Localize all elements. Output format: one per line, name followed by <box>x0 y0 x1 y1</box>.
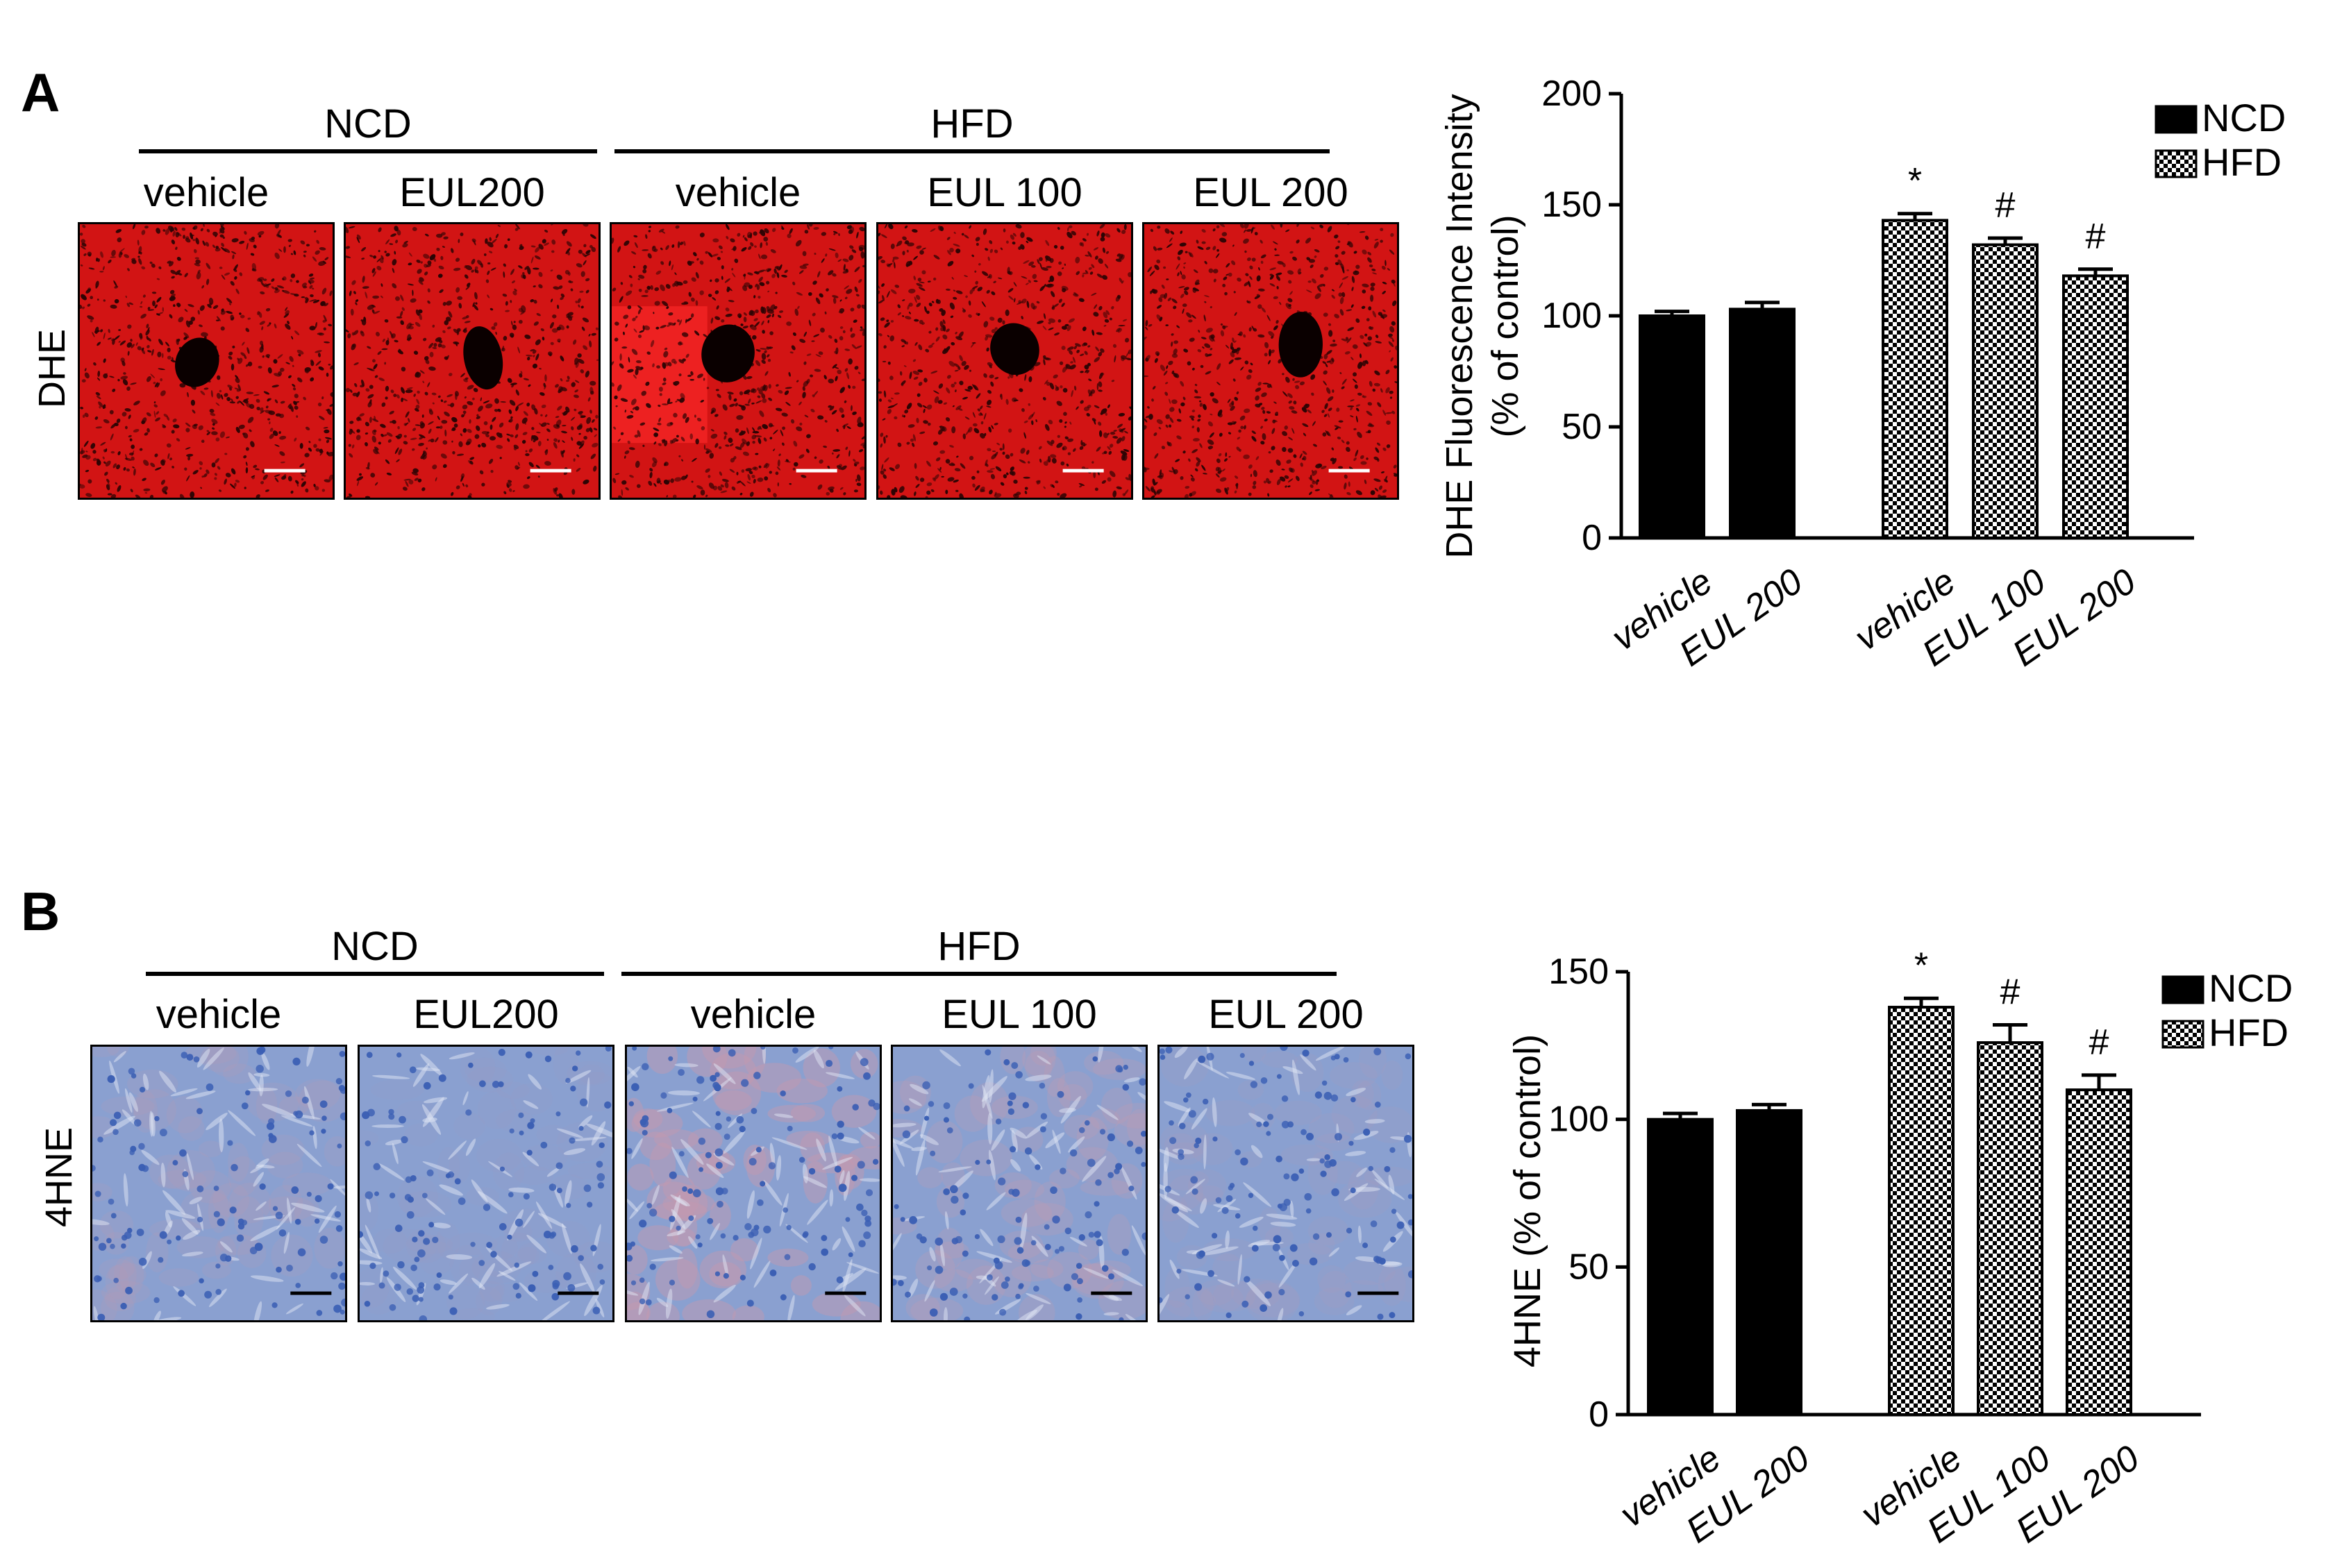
legend-swatch <box>2155 105 2198 134</box>
bar <box>1729 307 1796 539</box>
panel-a-row-label: DHE <box>31 329 73 409</box>
y-tick-label: 50 <box>1568 1247 1609 1287</box>
scale-bar <box>1091 1291 1132 1295</box>
bar <box>1972 243 2039 539</box>
panel-a-col-label: EUL 200 <box>1193 170 1348 215</box>
4hne-micrograph-hfd-eul200 <box>1157 1045 1414 1322</box>
panel-a-col-label: EUL200 <box>399 170 545 215</box>
legend-swatch <box>2161 1020 2204 1049</box>
y-axis-title: DHE Fluorescence Intensity <box>1439 94 1480 558</box>
4hne-micrograph-hfd-eul100 <box>891 1045 1148 1322</box>
scale-bar <box>558 1291 599 1295</box>
panel-b-col-label: EUL 100 <box>942 992 1097 1037</box>
legend-label: NCD <box>2202 96 2286 140</box>
y-tick-label: 150 <box>1548 952 1609 992</box>
panel-b-col-label: vehicle <box>690 992 817 1037</box>
4hne-micrograph-ncd-vehicle <box>90 1045 347 1322</box>
panel-b-row-label: 4HNE <box>38 1127 80 1228</box>
panel-a-ncd-rule <box>139 149 597 153</box>
significance-marker: # <box>2086 217 2106 257</box>
significance-marker: # <box>2089 1022 2109 1063</box>
significance-marker: # <box>2000 972 2020 1013</box>
y-tick-label: 100 <box>1548 1099 1609 1140</box>
panel-b-hfd-rule <box>621 972 1337 976</box>
bar <box>1647 1118 1714 1416</box>
y-axis-subtitle: (% of control) <box>1484 214 1526 437</box>
significance-marker: # <box>1995 185 2016 226</box>
significance-marker: * <box>1908 161 1922 201</box>
scale-bar <box>290 1291 332 1295</box>
panel-a-group-hfd: HFD <box>930 101 1014 146</box>
legend-swatch <box>2161 975 2204 1004</box>
scale-bar <box>825 1291 867 1295</box>
4hne-micrograph-ncd-eul200 <box>358 1045 614 1322</box>
panel-b-col-label: EUL 200 <box>1208 992 1364 1037</box>
y-tick-label: 0 <box>1582 518 1602 558</box>
dhe-micrograph-hfd-vehicle <box>610 222 867 500</box>
bar <box>2066 1088 2132 1416</box>
legend-label: HFD <box>2209 1011 2289 1054</box>
legend-label: NCD <box>2209 966 2293 1010</box>
y-tick-label: 0 <box>1589 1394 1609 1435</box>
bar <box>2062 274 2129 539</box>
panel-a-col-label: vehicle <box>143 170 269 215</box>
4hne-micrograph-hfd-vehicle <box>625 1045 882 1322</box>
bar <box>1639 314 1705 539</box>
panel-b-col-label: vehicle <box>156 992 282 1037</box>
dhe-micrograph-hfd-eul100 <box>876 222 1133 500</box>
scale-bar <box>1328 469 1370 473</box>
significance-marker: * <box>1914 945 1928 986</box>
panel-a-hfd-rule <box>614 149 1330 153</box>
bar <box>1888 1006 1955 1417</box>
legend-label: HFD <box>2202 140 2282 184</box>
bar <box>1736 1108 1802 1416</box>
y-tick-label: 200 <box>1541 74 1602 114</box>
panel-b-letter: B <box>21 881 60 942</box>
bar <box>1882 219 1948 539</box>
scale-bar <box>530 469 571 473</box>
dhe-micrograph-ncd-eul200 <box>344 222 601 500</box>
dhe-micrograph-hfd-eul200 <box>1142 222 1399 500</box>
scale-bar <box>796 469 837 473</box>
panel-b-col-label: EUL200 <box>413 992 559 1037</box>
y-tick-label: 100 <box>1541 296 1602 336</box>
panel-a-col-label: vehicle <box>675 170 801 215</box>
panel-a-group-ncd: NCD <box>324 101 412 146</box>
y-tick-label: 50 <box>1562 407 1602 447</box>
panel-a-col-label: EUL 100 <box>927 170 1082 215</box>
y-tick-label: 150 <box>1541 185 1602 225</box>
panel-b-ncd-rule <box>146 972 604 976</box>
y-axis-title: 4HNE (% of control) <box>1507 1034 1548 1367</box>
legend-swatch <box>2155 149 2198 178</box>
4hne-bar-chart: 0 50 100 150 4HNE (% of control) vehicle EUL 2… <box>1430 895 2319 1562</box>
scale-bar <box>1062 469 1104 473</box>
dhe-bar-chart: 0 50 100 150 200 DHE Fluorescence Intensity (%… <box>1430 14 2319 694</box>
panel-a-letter: A <box>21 62 60 123</box>
scale-bar <box>1357 1291 1399 1295</box>
panel-b-group-hfd: HFD <box>937 924 1021 969</box>
scale-bar <box>264 469 306 473</box>
panel-b-group-ncd: NCD <box>331 924 419 969</box>
dhe-micrograph-ncd-vehicle <box>78 222 335 500</box>
bar <box>1977 1041 2043 1416</box>
